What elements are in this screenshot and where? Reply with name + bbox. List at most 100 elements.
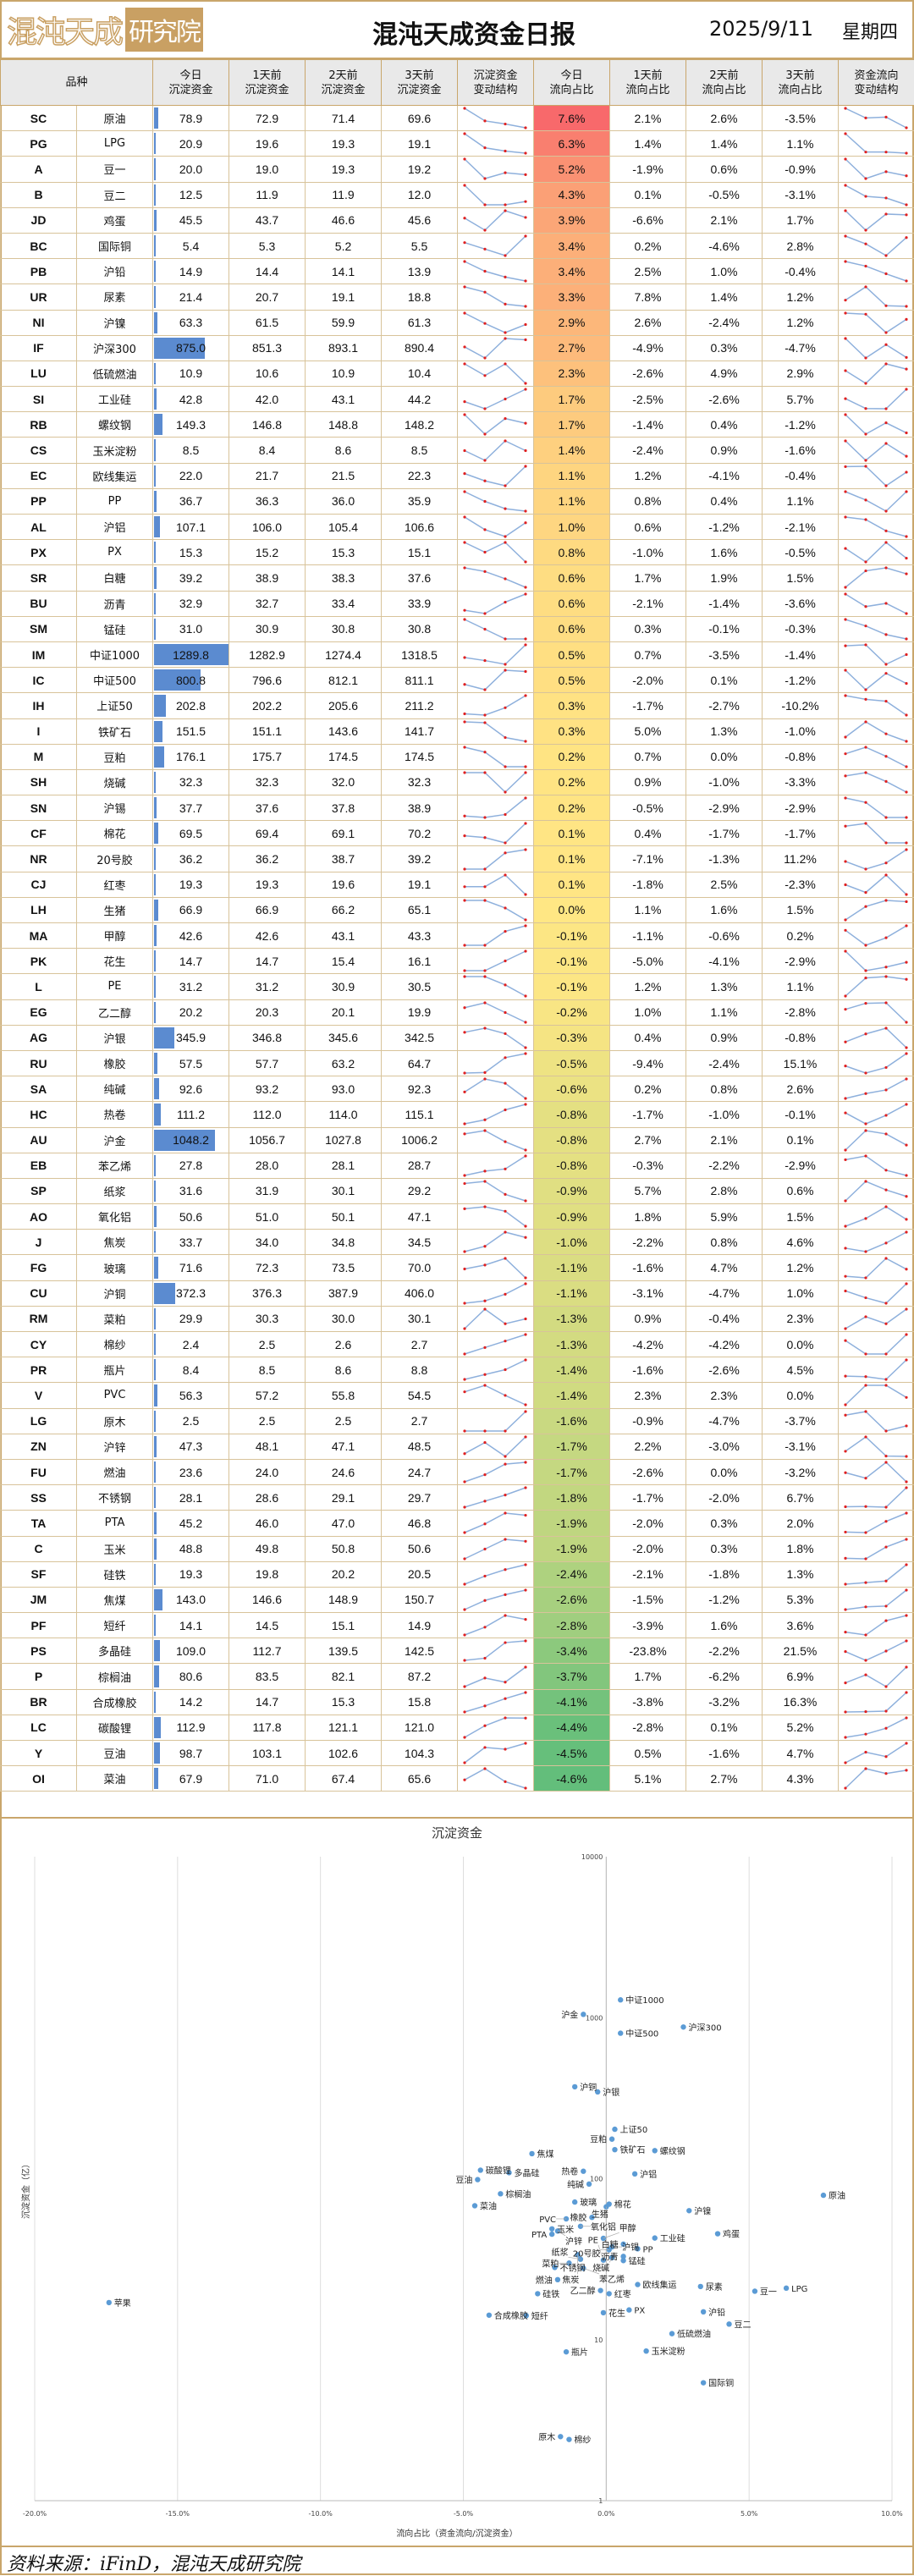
today-flow-ratio: -1.3% — [534, 1332, 610, 1357]
capital-1d-ago-value: 19.0 — [256, 162, 278, 176]
contract-code-value: LC — [30, 1720, 47, 1734]
capital-data-bar — [154, 1411, 156, 1432]
today-flow-ratio-value: -1.3% — [556, 1312, 587, 1325]
capital-data-bar — [154, 1538, 157, 1560]
sparkline-marker — [864, 1634, 867, 1637]
capital-2d-ago-value: 30.9 — [332, 980, 355, 994]
sparkline-marker — [905, 454, 907, 457]
capital-1d-ago: 8.4 — [229, 438, 306, 463]
flow-3d-ago: -1.2% — [763, 412, 839, 438]
flow-2d-ago: -0.5% — [686, 182, 763, 207]
capital-3d-ago: 2.7 — [382, 1332, 458, 1357]
capital-2d-ago-value: 20.1 — [332, 1005, 355, 1019]
capital-3d-ago-value: 106.6 — [405, 520, 434, 534]
point-label: 铁矿石 — [619, 2144, 645, 2155]
flow-3d-ago: -1.0% — [763, 718, 839, 744]
contract-name: 不锈钢 — [77, 1485, 153, 1511]
sparkline-marker — [864, 561, 867, 564]
flow-1d-ago: 2.6% — [610, 310, 686, 335]
sparkline-marker — [483, 228, 486, 231]
flow-3d-ago: 1.5% — [763, 897, 839, 922]
flow-3d-ago-value: 3.6% — [787, 1619, 814, 1632]
contract-name: 中证500 — [77, 668, 153, 693]
sparkline-marker — [844, 1159, 846, 1161]
today-flow-ratio-value: 7.6% — [559, 112, 586, 125]
today-capital-value: 67.9 — [179, 1772, 202, 1786]
today-flow-ratio-value: -0.9% — [556, 1210, 587, 1224]
flow-2d-ago: -0.6% — [686, 923, 763, 949]
capital-2d-ago: 50.1 — [306, 1204, 382, 1230]
today-flow-ratio-value: -1.1% — [556, 1261, 587, 1274]
sparkline-marker — [844, 490, 846, 493]
capital-2d-ago: 2.6 — [306, 1332, 382, 1357]
contract-code-value: SN — [30, 801, 47, 815]
sparkline-marker — [844, 883, 846, 886]
sparkline-marker — [884, 732, 887, 735]
today-capital-value: 69.5 — [179, 827, 202, 840]
sparkline-marker — [504, 1429, 506, 1432]
contract-name-value: 国际铜 — [98, 241, 131, 254]
sparkline-marker — [504, 439, 506, 442]
flow-3d-ago-value: 5.2% — [787, 1720, 814, 1734]
capital-3d-ago-value: 19.9 — [408, 1005, 431, 1019]
sparkline — [458, 1715, 533, 1740]
sparkline-marker — [905, 1588, 907, 1591]
sparkline-line — [845, 875, 906, 894]
point-label: 甲醇 — [619, 2222, 636, 2233]
capital-data-bar — [154, 1487, 156, 1508]
capital-2d-ago: 82.1 — [306, 1664, 382, 1689]
sparkline-marker — [844, 1247, 846, 1250]
capital-3d-ago-value: 43.3 — [408, 929, 431, 943]
flow-3d-ago: -1.7% — [763, 821, 839, 846]
sparkline-marker — [463, 1391, 465, 1394]
flow-1d-ago: -2.0% — [610, 1511, 686, 1536]
capital-sparkline — [458, 897, 534, 922]
sparkline — [458, 412, 533, 437]
capital-1d-ago-value: 28.6 — [256, 1491, 278, 1505]
contract-name-value: 纸浆 — [104, 1186, 126, 1199]
contract-code-value: B — [34, 188, 42, 201]
capital-data-bar — [154, 1615, 156, 1636]
sparkline — [839, 106, 914, 130]
flow-1d-ago-value: 0.2% — [635, 1082, 662, 1096]
sparkline-line — [465, 875, 526, 894]
flow-sparkline — [839, 1536, 914, 1561]
flow-1d-ago-value: 1.1% — [635, 903, 662, 916]
sparkline-line — [465, 568, 526, 587]
capital-1d-ago-value: 66.9 — [256, 903, 278, 916]
flow-2d-ago-value: -1.2% — [708, 1593, 740, 1606]
y-tick-label: 10 — [594, 2337, 603, 2344]
sparkline-line — [465, 1079, 526, 1098]
capital-3d-ago: 104.3 — [382, 1741, 458, 1766]
sparkline-marker — [905, 535, 907, 537]
contract-name-value: 中证500 — [93, 675, 136, 688]
sparkline-marker — [504, 1210, 506, 1213]
capital-1d-ago: 43.7 — [229, 207, 306, 233]
point-label: 玉米 — [557, 2224, 574, 2235]
sparkline-marker — [504, 1455, 506, 1457]
sparkline-marker — [905, 653, 907, 656]
flow-3d-ago: 2.0% — [763, 1511, 839, 1536]
capital-1d-ago-value: 72.3 — [256, 1261, 278, 1274]
point-label: 多晶硅 — [515, 2167, 540, 2178]
contract-name: 甲醇 — [77, 923, 153, 949]
sparkline — [458, 1690, 533, 1715]
capital-1d-ago: 19.8 — [229, 1561, 306, 1587]
capital-2d-ago: 15.3 — [306, 1689, 382, 1715]
sparkline-marker — [884, 1257, 887, 1259]
sparkline-marker — [884, 1755, 887, 1758]
contract-code-value: PF — [31, 1619, 47, 1632]
flow-1d-ago: 0.2% — [610, 233, 686, 258]
contract-code: FU — [1, 1459, 77, 1484]
capital-3d-ago-value: 18.8 — [408, 290, 431, 304]
point-label: 纸浆 — [551, 2247, 568, 2258]
flow-2d-ago-value: 0.3% — [711, 1542, 738, 1555]
flow-sparkline — [839, 1178, 914, 1203]
contract-name-value: 焦炭 — [104, 1237, 126, 1250]
flow-2d-ago: 1.4% — [686, 131, 763, 157]
flow-1d-ago: -2.5% — [610, 387, 686, 412]
capital-data-bar — [154, 1334, 156, 1355]
sparkline-line — [845, 823, 906, 843]
